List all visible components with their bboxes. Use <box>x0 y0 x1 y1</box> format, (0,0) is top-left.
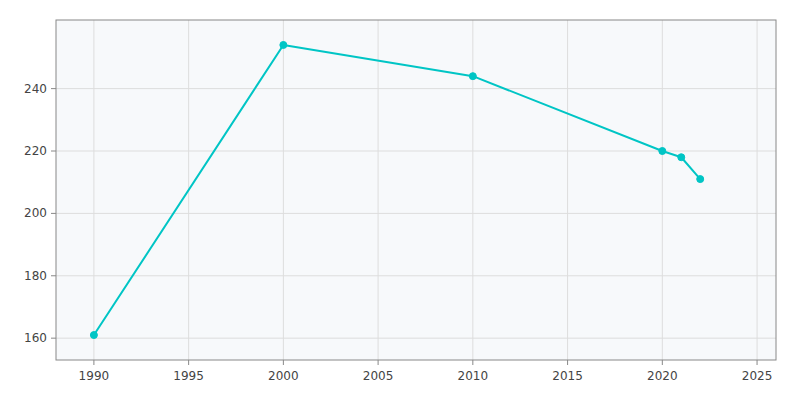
data-point <box>90 332 97 339</box>
y-tick <box>51 151 56 152</box>
x-tick-label: 2025 <box>742 369 773 383</box>
x-tick <box>283 360 284 365</box>
data-layer <box>90 41 703 338</box>
axes: 1990 1995 2000 2005 2010 2015 2020 2025 160 180 20… <box>24 82 772 383</box>
x-tick <box>188 360 189 365</box>
x-tick-label: 1990 <box>79 369 110 383</box>
x-tick <box>93 360 94 365</box>
chart-svg: 1990 1995 2000 2005 2010 2015 2020 2025 160 180 20… <box>0 0 800 400</box>
y-tick-label: 220 <box>24 144 47 158</box>
x-tick-label: 2000 <box>268 369 299 383</box>
y-tick-label: 200 <box>24 206 47 220</box>
y-tick <box>51 275 56 276</box>
x-tick <box>662 360 663 365</box>
y-tick <box>51 338 56 339</box>
x-grid-line <box>93 20 94 360</box>
x-tick-label: 2020 <box>647 369 678 383</box>
data-point <box>659 148 666 155</box>
y-tick-label: 160 <box>24 331 47 345</box>
x-tick-label: 2015 <box>552 369 583 383</box>
chart-container: 1990 1995 2000 2005 2010 2015 2020 2025 160 180 20… <box>0 0 800 400</box>
x-grid-line <box>378 20 379 360</box>
y-tick-label: 240 <box>24 82 47 96</box>
y-grid-line <box>56 338 776 339</box>
x-tick-label: 2010 <box>458 369 489 383</box>
y-grid-line <box>56 88 776 89</box>
y-grid-line <box>56 151 776 152</box>
y-tick <box>51 213 56 214</box>
data-point <box>280 41 287 48</box>
plot-frame <box>56 20 776 360</box>
data-point <box>697 176 704 183</box>
plot-background <box>56 20 776 360</box>
x-tick-label: 2005 <box>363 369 394 383</box>
x-tick <box>378 360 379 365</box>
x-grid-line <box>567 20 568 360</box>
x-tick-label: 1995 <box>173 369 204 383</box>
grid <box>56 20 776 360</box>
y-grid-line <box>56 213 776 214</box>
y-tick <box>51 88 56 89</box>
data-point <box>678 154 685 161</box>
x-tick <box>567 360 568 365</box>
x-tick <box>757 360 758 365</box>
x-grid-line <box>662 20 663 360</box>
y-tick-label: 180 <box>24 269 47 283</box>
data-line <box>94 45 700 335</box>
y-grid-line <box>56 275 776 276</box>
x-grid-line <box>472 20 473 360</box>
x-tick <box>472 360 473 365</box>
x-grid-line <box>757 20 758 360</box>
data-point <box>469 73 476 80</box>
x-grid-line <box>283 20 284 360</box>
